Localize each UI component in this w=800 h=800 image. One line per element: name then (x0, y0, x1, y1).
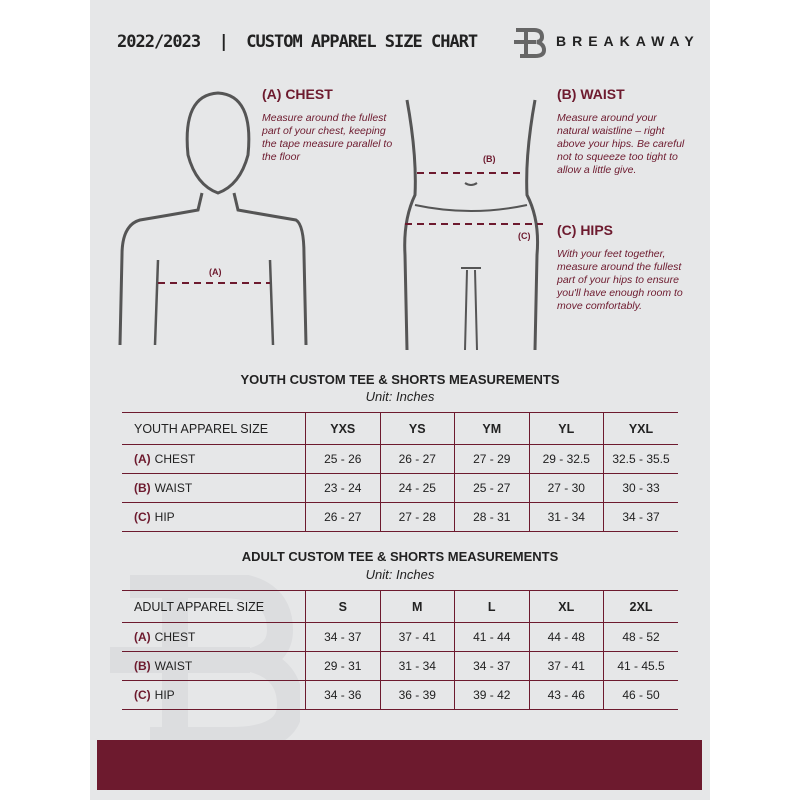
upper-body-figure-icon (118, 91, 308, 346)
size-label: YOUTH APPAREL SIZE (122, 412, 306, 445)
cell: 23 - 24 (305, 473, 380, 503)
lower-body-figure-icon (403, 99, 543, 351)
table-row: (B) WAIST 23 - 24 24 - 25 25 - 27 27 - 30 30 -… (122, 473, 678, 503)
row-label: (A) CHEST (122, 622, 306, 652)
cell: 41 - 45.5 (603, 651, 678, 681)
cell: 39 - 42 (454, 680, 529, 710)
size-header: XL (528, 590, 604, 623)
size-header: 2XL (603, 590, 678, 623)
adult-table-title: ADULT CUSTOM TEE & SHORTS MEASUREMENTS (241, 549, 559, 564)
adult-size-table: ADULT APPAREL SIZE S M L XL 2XL (A) CHEST… (122, 590, 678, 710)
cell: 34 - 37 (454, 651, 529, 681)
chest-marker: (A) (209, 267, 222, 277)
cell: 28 - 31 (454, 502, 529, 532)
cell: 26 - 27 (379, 444, 455, 474)
size-header: L (454, 590, 529, 623)
size-header: YXS (305, 412, 380, 445)
size-header: M (379, 590, 455, 623)
row-label: (B) WAIST (122, 651, 306, 681)
cell: 27 - 30 (528, 473, 604, 503)
cell: 30 - 33 (603, 473, 678, 503)
row-label: (C) HIP (122, 502, 306, 532)
footer-bar (97, 740, 702, 790)
cell: 37 - 41 (379, 622, 455, 652)
cell: 32.5 - 35.5 (603, 444, 678, 474)
cell: 27 - 29 (454, 444, 529, 474)
size-header: YL (528, 412, 604, 445)
adult-unit: Unit: Inches (365, 567, 435, 582)
breakaway-logo-icon (514, 28, 546, 58)
size-header: YS (379, 412, 455, 445)
cell: 34 - 37 (305, 622, 380, 652)
chest-description: Measure around the fullest part of your … (262, 112, 393, 163)
cell: 31 - 34 (379, 651, 455, 681)
cell: 46 - 50 (603, 680, 678, 710)
cell: 41 - 44 (454, 622, 529, 652)
size-label: ADULT APPAREL SIZE (122, 590, 306, 623)
page-title: 2022/2023 | CUSTOM APPAREL SIZE CHART (117, 32, 478, 52)
table-row: (C) HIP 34 - 36 36 - 39 39 - 42 43 - 46 46 - 5… (122, 680, 678, 710)
table-row: (A) CHEST 25 - 26 26 - 27 27 - 29 29 - 32.5 32… (122, 444, 678, 474)
cell: 25 - 27 (454, 473, 529, 503)
hips-marker: (C) (518, 231, 531, 241)
cell: 27 - 28 (379, 502, 455, 532)
cell: 29 - 31 (305, 651, 380, 681)
cell: 31 - 34 (528, 502, 604, 532)
cell: 44 - 48 (528, 622, 604, 652)
row-label: (B) WAIST (122, 473, 306, 503)
size-header: S (305, 590, 380, 623)
waist-heading: (B) WAIST (557, 86, 625, 102)
waist-description: Measure around your natural waistline – … (557, 112, 685, 176)
cell: 25 - 26 (305, 444, 380, 474)
hips-heading: (C) HIPS (557, 222, 613, 238)
youth-size-table: YOUTH APPAREL SIZE YXS YS YM YL YXL (A) C… (122, 412, 678, 532)
cell: 34 - 37 (603, 502, 678, 532)
hips-description: With your feet together, measure around … (557, 248, 683, 312)
table-row: (C) HIP 26 - 27 27 - 28 28 - 31 31 - 34 34 - 3… (122, 502, 678, 532)
brand-name: BREAKAWAY (556, 33, 700, 49)
cell: 37 - 41 (528, 651, 604, 681)
row-label: (A) CHEST (122, 444, 306, 474)
table-row: (A) CHEST 34 - 37 37 - 41 41 - 44 44 - 48 48 -… (122, 622, 678, 652)
cell: 24 - 25 (379, 473, 455, 503)
table-header-row: YOUTH APPAREL SIZE YXS YS YM YL YXL (122, 412, 678, 445)
size-header: YM (454, 412, 529, 445)
cell: 34 - 36 (305, 680, 380, 710)
chest-heading: (A) CHEST (262, 86, 333, 102)
cell: 43 - 46 (528, 680, 604, 710)
row-label: (C) HIP (122, 680, 306, 710)
size-header: YXL (603, 412, 678, 445)
cell: 26 - 27 (305, 502, 380, 532)
table-row: (B) WAIST 29 - 31 31 - 34 34 - 37 37 - 41 41 -… (122, 651, 678, 681)
table-header-row: ADULT APPAREL SIZE S M L XL 2XL (122, 590, 678, 623)
cell: 36 - 39 (379, 680, 455, 710)
youth-table-title: YOUTH CUSTOM TEE & SHORTS MEASUREMENTS (240, 372, 560, 387)
cell: 29 - 32.5 (528, 444, 604, 474)
cell: 48 - 52 (603, 622, 678, 652)
waist-marker: (B) (483, 154, 496, 164)
youth-unit: Unit: Inches (365, 389, 435, 404)
